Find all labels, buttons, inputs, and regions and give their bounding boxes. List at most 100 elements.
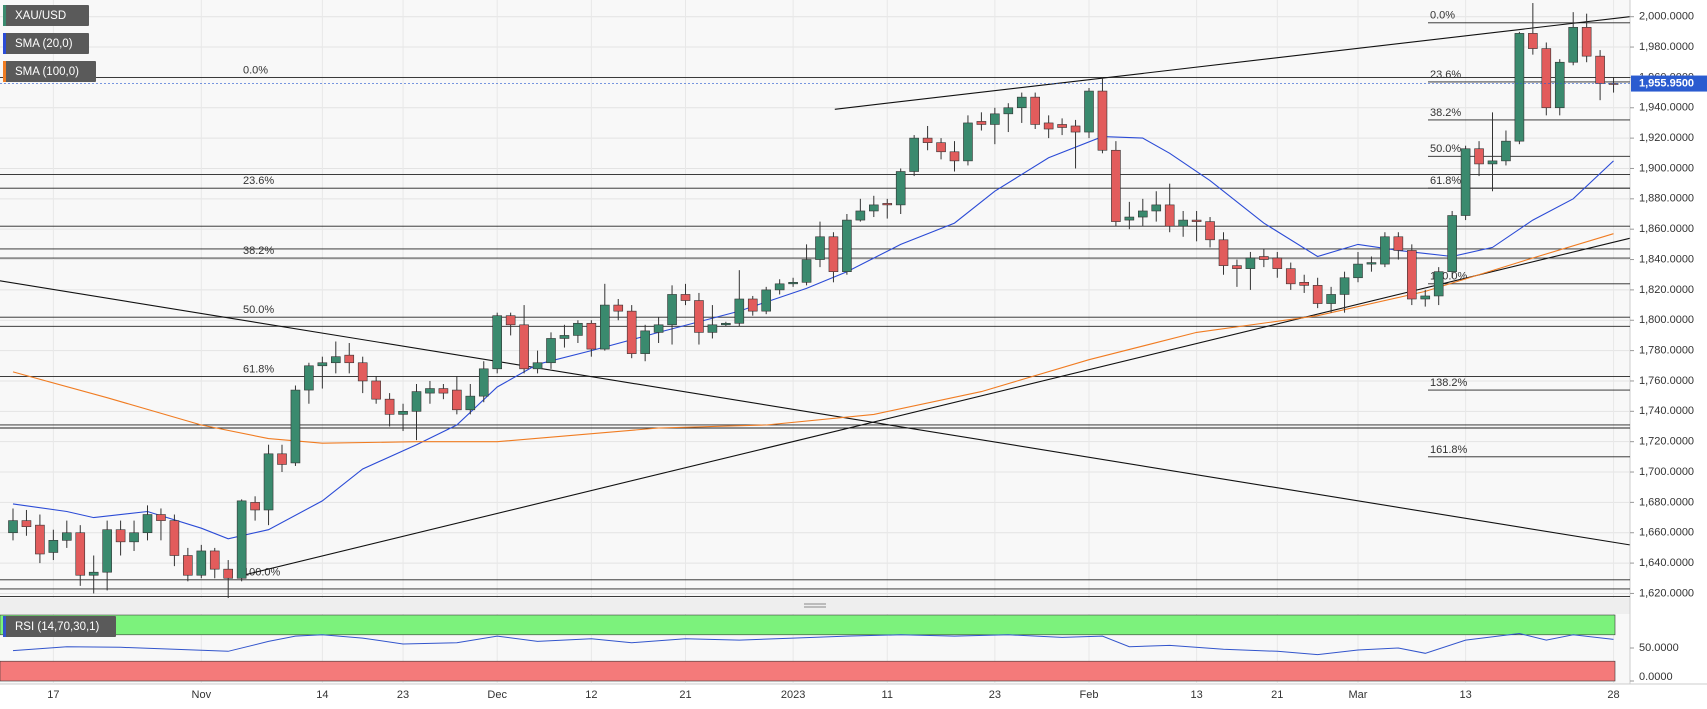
legend-overlay-stripe [3, 33, 6, 54]
candle-body [223, 568, 233, 579]
candle-body [1003, 107, 1014, 115]
candle-body [761, 289, 772, 312]
candle-body [142, 514, 153, 534]
candle-body [263, 453, 274, 511]
fib-label: 23.6% [1430, 69, 1461, 81]
last-price-label: 1,955.9500 [1639, 77, 1694, 89]
candle-body [1285, 268, 1296, 285]
candle-body [1151, 204, 1162, 212]
candle-body [1272, 257, 1283, 269]
x-tick-label: 13 [1190, 689, 1202, 701]
candle-body [425, 388, 435, 394]
fib-label: 50.0% [1430, 143, 1461, 155]
candle-body [1393, 236, 1404, 251]
legend-overlay-stripe [3, 61, 6, 82]
candle-body [209, 550, 220, 570]
fib-label: 61.8% [1430, 175, 1461, 187]
candle-body [519, 324, 529, 370]
fib-label: 61.8% [243, 363, 274, 375]
candle-body [1111, 149, 1121, 222]
panel-separator [0, 598, 1630, 614]
legend-series-box [3, 5, 89, 26]
y-tick-label: 1,940.0000 [1639, 102, 1694, 114]
candle-body [1164, 204, 1175, 227]
candle-body [1245, 257, 1256, 269]
candle-body [1178, 219, 1188, 227]
fib-label: 0.0% [243, 64, 268, 76]
candle-body [1447, 215, 1457, 272]
candle-body [357, 362, 368, 382]
x-tick-label: 14 [316, 689, 328, 701]
candle-body [156, 514, 166, 521]
candle-body [1043, 122, 1054, 130]
legend-overlay-label: SMA (20,0) [15, 38, 73, 50]
candle-body [882, 203, 893, 206]
candle-body [1541, 48, 1552, 109]
candle-body [788, 282, 798, 285]
fib-label: 38.2% [243, 245, 274, 257]
y-tick-label: 1,820.0000 [1639, 284, 1694, 296]
candle-body [1420, 295, 1431, 300]
candle-body [1380, 236, 1390, 265]
y-tick-label: 1,800.0000 [1639, 314, 1694, 326]
y-tick-label: 1,840.0000 [1639, 253, 1694, 265]
candle-body [452, 389, 462, 411]
candle-body [1460, 148, 1471, 216]
rsi-lower-band [0, 660, 1616, 682]
candle-body [371, 380, 381, 400]
candle-body [895, 171, 906, 206]
candle-body [1205, 221, 1215, 241]
candle-body [828, 236, 839, 272]
candle-body [626, 310, 637, 354]
candle-body [61, 532, 72, 541]
candle-body [1487, 160, 1498, 165]
candle-body [290, 389, 301, 464]
fib-label: 0.0% [1430, 10, 1455, 22]
candle-body [88, 571, 99, 576]
candle-body [815, 236, 825, 260]
fib-label: 38.2% [1430, 107, 1461, 119]
candle-body [236, 500, 247, 579]
candle-body [1514, 33, 1525, 142]
candle-body [1299, 282, 1309, 286]
y-tick-label: 1,620.0000 [1639, 587, 1694, 599]
candle-body [1016, 96, 1027, 109]
candle-body [963, 122, 973, 162]
candle-body [465, 395, 476, 411]
y-tick-label: 1,780.0000 [1639, 345, 1694, 357]
candle-body [8, 520, 18, 534]
candle-body [747, 298, 758, 312]
candle-body [438, 388, 449, 394]
candle-body [21, 520, 32, 527]
candle-body [707, 324, 718, 333]
candle-body [1353, 263, 1363, 279]
candle-body [721, 322, 731, 326]
candle-body [653, 324, 664, 333]
x-tick-label: Nov [192, 689, 212, 701]
candle-body [1407, 250, 1417, 300]
candle-body [1581, 27, 1592, 57]
candle-body [102, 529, 112, 573]
candle-body [680, 294, 691, 301]
y-tick-label: 1,860.0000 [1639, 223, 1694, 235]
candle-body [411, 391, 422, 412]
fib-label: 50.0% [243, 304, 274, 316]
candle-body [505, 315, 516, 326]
candle-body [801, 259, 812, 283]
candle-body [398, 411, 408, 415]
x-tick-label: 21 [1271, 689, 1283, 701]
x-tick-label: 13 [1459, 689, 1471, 701]
candle-body [1124, 216, 1135, 221]
candle-body [909, 137, 919, 172]
y-tick-label: 1,720.0000 [1639, 436, 1694, 448]
candle-body [559, 335, 570, 339]
rsi-upper-band [0, 614, 1616, 636]
fib-label: 138.2% [1430, 377, 1468, 389]
candle-body [1339, 277, 1350, 295]
candle-body [586, 322, 597, 350]
candle-body [1057, 124, 1067, 128]
candle-body [694, 300, 704, 333]
y-tick-label: 1,920.0000 [1639, 132, 1694, 144]
candle-body [1030, 96, 1040, 125]
